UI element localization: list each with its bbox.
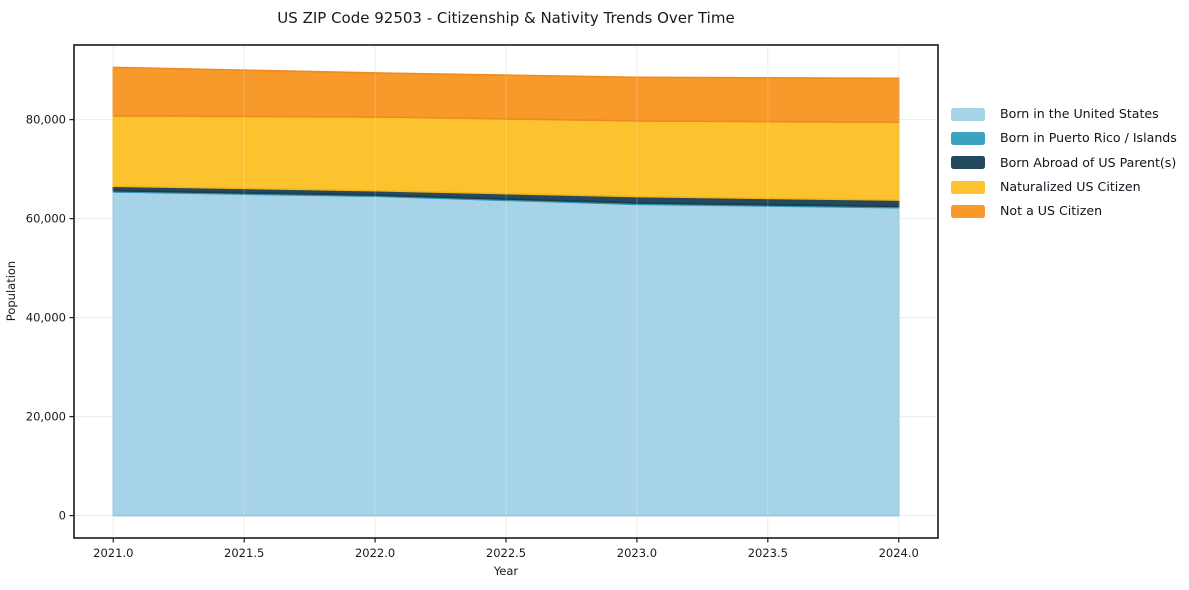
axis-ticks (69, 119, 900, 543)
y-tick-label: 40,000 (26, 311, 66, 325)
y-axis-label: Population (4, 261, 18, 321)
axis-tick-labels: 0 20,000 40,000 60,000 80,000 2021.0 2021.5 202… (26, 113, 919, 560)
x-tick-label: 2022.5 (486, 546, 526, 560)
legend-item: Naturalized US Citizen (951, 175, 1177, 199)
area-band-4 (112, 66, 900, 124)
y-tick-label: 0 (59, 509, 66, 523)
chart-title: US ZIP Code 92503 - Citizenship & Nativi… (277, 9, 734, 27)
legend-item: Born Abroad of US Parent(s) (951, 151, 1177, 175)
legend-item: Born in the United States (951, 102, 1177, 126)
x-tick-label: 2023.5 (748, 546, 788, 560)
legend-label: Born in Puerto Rico / Islands (1000, 130, 1177, 146)
x-tick-label: 2021.0 (93, 546, 133, 560)
x-tick-label: 2024.0 (879, 546, 919, 560)
y-tick-label: 60,000 (26, 212, 66, 226)
y-tick-label: 20,000 (26, 410, 66, 424)
legend-item: Not a US Citizen (951, 200, 1177, 224)
x-tick-label: 2021.5 (224, 546, 264, 560)
legend-swatch-naturalized (951, 180, 985, 194)
legend-swatch-born-abroad (951, 156, 985, 170)
legend-label: Naturalized US Citizen (1000, 179, 1141, 195)
legend-swatch-born-us (951, 107, 985, 121)
legend-swatch-puerto-rico (951, 132, 985, 146)
legend-item: Born in Puerto Rico / Islands (951, 126, 1177, 150)
x-tick-label: 2023.0 (617, 546, 657, 560)
legend-swatch-not-citizen (951, 205, 985, 219)
legend-label: Born in the United States (1000, 105, 1159, 121)
legend-label: Born Abroad of US Parent(s) (1000, 154, 1177, 170)
legend: Born in the United States Born in Puerto… (951, 102, 1177, 224)
gridlines-overlay (112, 67, 900, 516)
stacked-areas (112, 66, 900, 517)
y-tick-label: 80,000 (26, 113, 66, 127)
x-tick-label: 2022.0 (355, 546, 395, 560)
x-axis-label: Year (493, 564, 519, 578)
legend-label: Not a US Citizen (1000, 203, 1103, 219)
